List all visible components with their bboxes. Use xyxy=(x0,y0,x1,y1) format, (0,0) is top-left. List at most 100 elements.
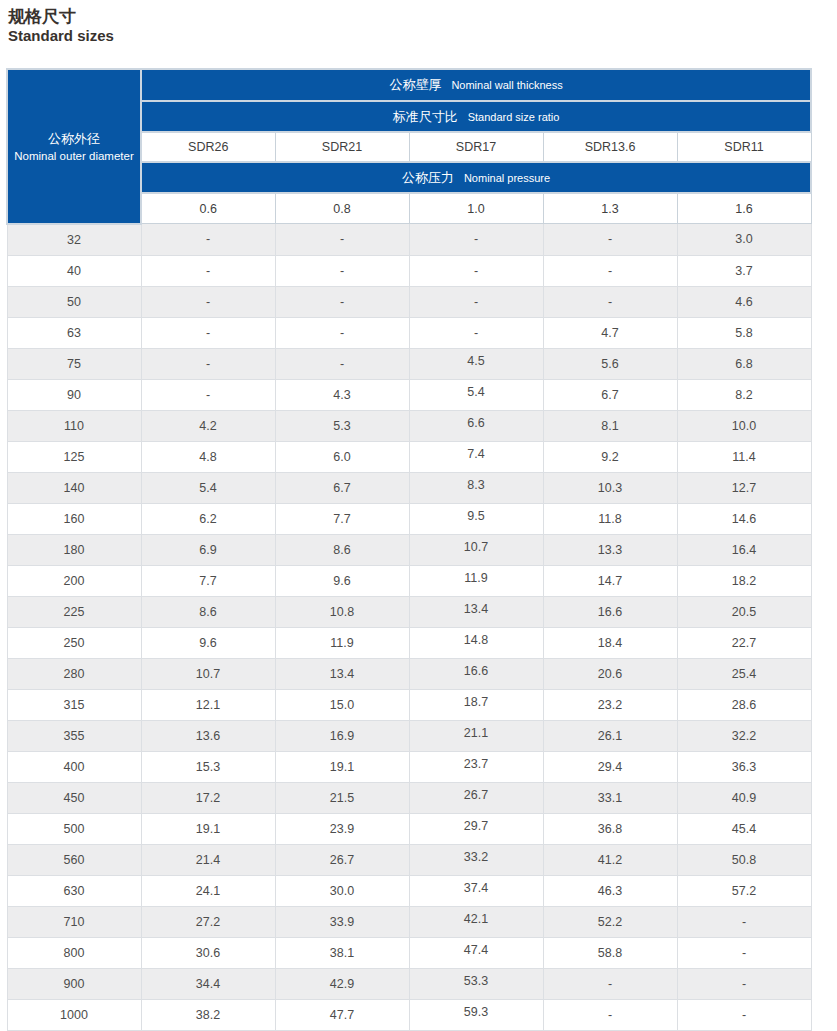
pressure-value: 1.0 xyxy=(409,193,543,224)
wall-thickness-cell: 6.9 xyxy=(141,534,275,565)
wall-thickness-cell: 5.4 xyxy=(141,472,275,503)
wall-thickness-cell: 33.2 xyxy=(409,844,543,875)
wall-thickness-cell: 10.7 xyxy=(141,658,275,689)
wall-thickness-cell: 6.8 xyxy=(677,348,811,379)
wall-thickness-cell: - xyxy=(275,286,409,317)
wall-thickness-cell: 6.7 xyxy=(543,379,677,410)
wall-thickness-cell: 40.9 xyxy=(677,782,811,813)
wall-thickness-cell: 16.9 xyxy=(275,720,409,751)
band-wall-thickness-zh: 公称壁厚 xyxy=(389,77,441,92)
table-row: 2509.611.914.818.422.7 xyxy=(7,627,811,658)
wall-thickness-cell: 41.2 xyxy=(543,844,677,875)
wall-thickness-cell: - xyxy=(543,968,677,999)
wall-thickness-cell: 38.2 xyxy=(141,999,275,1030)
band-wall-thickness-en: Nominal wall thickness xyxy=(451,79,562,91)
wall-thickness-cell: 19.1 xyxy=(275,751,409,782)
wall-thickness-cell: 12.1 xyxy=(141,689,275,720)
table-row: 56021.426.733.241.250.8 xyxy=(7,844,811,875)
wall-thickness-cell: 16.6 xyxy=(409,658,543,689)
table-row: 1254.86.07.49.211.4 xyxy=(7,441,811,472)
wall-thickness-cell: 13.4 xyxy=(275,658,409,689)
table-row: 40----3.7 xyxy=(7,255,811,286)
wall-thickness-cell: 11.9 xyxy=(409,565,543,596)
outer-diameter-cell: 500 xyxy=(7,813,141,844)
wall-thickness-cell: 13.4 xyxy=(409,596,543,627)
wall-thickness-cell: - xyxy=(141,379,275,410)
table-row: 1806.98.610.713.316.4 xyxy=(7,534,811,565)
wall-thickness-cell: 10.8 xyxy=(275,596,409,627)
outer-diameter-cell: 63 xyxy=(7,317,141,348)
wall-thickness-cell: 26.7 xyxy=(409,782,543,813)
wall-thickness-cell: 6.0 xyxy=(275,441,409,472)
outer-diameter-cell: 125 xyxy=(7,441,141,472)
wall-thickness-cell: 37.4 xyxy=(409,875,543,906)
outer-diameter-cell: 110 xyxy=(7,410,141,441)
outer-diameter-cell: 180 xyxy=(7,534,141,565)
row-header-zh: 公称外径 xyxy=(8,129,140,149)
wall-thickness-cell: 11.8 xyxy=(543,503,677,534)
wall-thickness-cell: 4.5 xyxy=(409,348,543,379)
wall-thickness-cell: - xyxy=(677,937,811,968)
pressure-value: 1.3 xyxy=(543,193,677,224)
wall-thickness-cell: 33.1 xyxy=(543,782,677,813)
wall-thickness-cell: 4.2 xyxy=(141,410,275,441)
outer-diameter-cell: 160 xyxy=(7,503,141,534)
wall-thickness-cell: 26.7 xyxy=(275,844,409,875)
wall-thickness-cell: 5.6 xyxy=(543,348,677,379)
wall-thickness-cell: 23.9 xyxy=(275,813,409,844)
wall-thickness-cell: 9.2 xyxy=(543,441,677,472)
page-title-zh: 规格尺寸 xyxy=(8,6,114,27)
outer-diameter-cell: 225 xyxy=(7,596,141,627)
sdr-column-header: SDR11 xyxy=(677,132,811,162)
wall-thickness-cell: 38.1 xyxy=(275,937,409,968)
wall-thickness-cell: 7.4 xyxy=(409,441,543,472)
table-row: 63---4.75.8 xyxy=(7,317,811,348)
sdr-column-header: SDR13.6 xyxy=(543,132,677,162)
wall-thickness-cell: - xyxy=(543,999,677,1030)
wall-thickness-cell: 14.7 xyxy=(543,565,677,596)
standard-sizes-table: 公称外径 Nominal outer diameter 公称壁厚 Nominal … xyxy=(6,68,812,1031)
wall-thickness-cell: 30.6 xyxy=(141,937,275,968)
wall-thickness-cell: 16.6 xyxy=(543,596,677,627)
outer-diameter-cell: 140 xyxy=(7,472,141,503)
wall-thickness-cell: - xyxy=(409,255,543,286)
outer-diameter-cell: 315 xyxy=(7,689,141,720)
wall-thickness-cell: - xyxy=(141,255,275,286)
row-header-nominal-outer-diameter: 公称外径 Nominal outer diameter xyxy=(7,69,141,224)
wall-thickness-cell: - xyxy=(677,999,811,1030)
wall-thickness-cell: 26.1 xyxy=(543,720,677,751)
wall-thickness-cell: 9.6 xyxy=(141,627,275,658)
wall-thickness-cell: 13.6 xyxy=(141,720,275,751)
table-row: 50019.123.929.736.845.4 xyxy=(7,813,811,844)
table-row: 45017.221.526.733.140.9 xyxy=(7,782,811,813)
sdr-column-header: SDR21 xyxy=(275,132,409,162)
band-size-ratio-en: Standard size ratio xyxy=(468,111,560,123)
wall-thickness-cell: 30.0 xyxy=(275,875,409,906)
table-row: 75--4.55.66.8 xyxy=(7,348,811,379)
wall-thickness-cell: 20.5 xyxy=(677,596,811,627)
table-row: 50----4.6 xyxy=(7,286,811,317)
wall-thickness-cell: - xyxy=(275,348,409,379)
wall-thickness-cell: - xyxy=(677,968,811,999)
wall-thickness-cell: 59.3 xyxy=(409,999,543,1030)
wall-thickness-cell: 5.3 xyxy=(275,410,409,441)
outer-diameter-cell: 50 xyxy=(7,286,141,317)
wall-thickness-cell: 50.8 xyxy=(677,844,811,875)
table-row: 35513.616.921.126.132.2 xyxy=(7,720,811,751)
wall-thickness-cell: 47.7 xyxy=(275,999,409,1030)
wall-thickness-cell: 11.9 xyxy=(275,627,409,658)
outer-diameter-cell: 900 xyxy=(7,968,141,999)
table-row: 90034.442.953.3-- xyxy=(7,968,811,999)
wall-thickness-cell: 8.1 xyxy=(543,410,677,441)
band-nominal-pressure: 公称压力Nominal pressure xyxy=(141,162,811,193)
wall-thickness-cell: 15.0 xyxy=(275,689,409,720)
wall-thickness-cell: 5.8 xyxy=(677,317,811,348)
wall-thickness-cell: - xyxy=(275,317,409,348)
outer-diameter-cell: 560 xyxy=(7,844,141,875)
wall-thickness-cell: 21.5 xyxy=(275,782,409,813)
wall-thickness-cell: 19.1 xyxy=(141,813,275,844)
page-title-en: Standard sizes xyxy=(8,27,114,45)
wall-thickness-cell: 33.9 xyxy=(275,906,409,937)
outer-diameter-cell: 710 xyxy=(7,906,141,937)
wall-thickness-cell: 8.6 xyxy=(141,596,275,627)
